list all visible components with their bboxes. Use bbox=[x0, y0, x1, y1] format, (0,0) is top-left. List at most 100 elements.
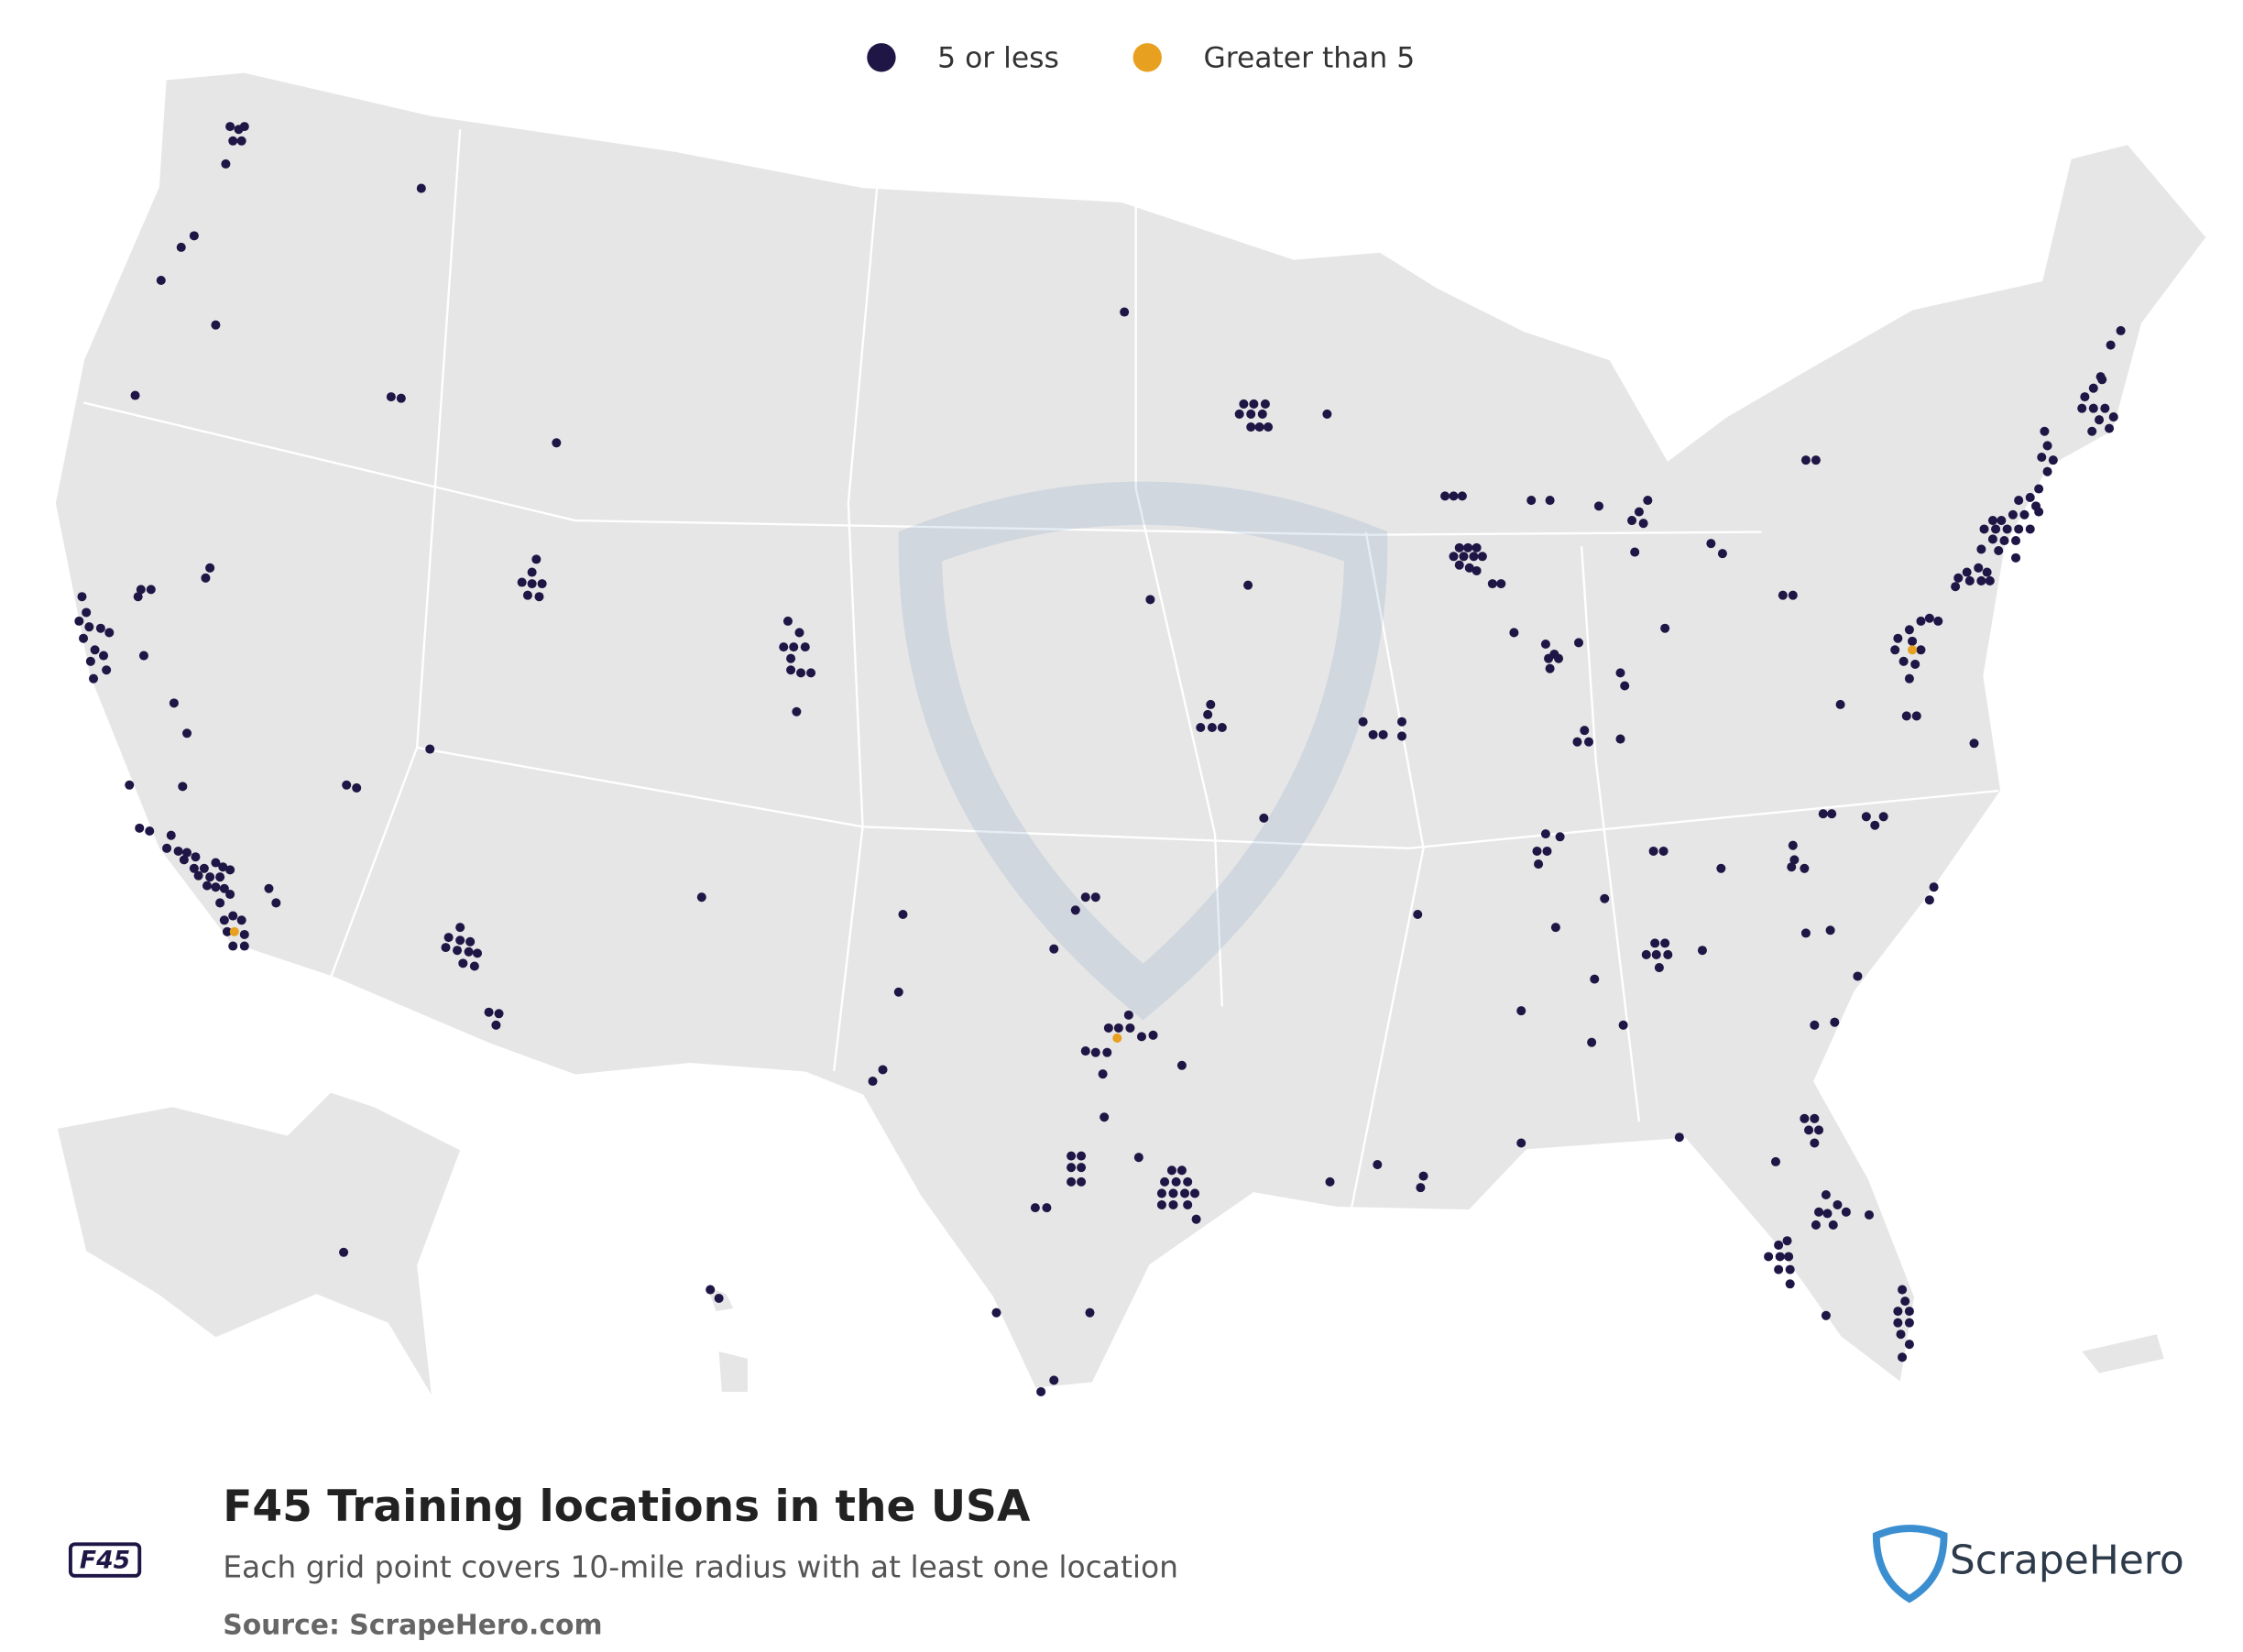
location-dot bbox=[1615, 668, 1625, 678]
location-dot bbox=[1534, 859, 1544, 870]
location-dot bbox=[714, 1293, 724, 1304]
location-dot bbox=[1908, 645, 1918, 655]
location-dot bbox=[1800, 863, 1810, 873]
location-dot bbox=[1509, 628, 1519, 638]
location-dot bbox=[1176, 1060, 1187, 1070]
location-dot bbox=[1593, 501, 1603, 511]
location-dot bbox=[1148, 1030, 1158, 1040]
location-dot bbox=[1544, 653, 1554, 663]
location-dot bbox=[464, 946, 474, 957]
location-dot bbox=[1964, 575, 1975, 585]
location-dot bbox=[218, 862, 228, 872]
location-dot bbox=[1325, 1176, 1335, 1187]
location-dot bbox=[1085, 1307, 1095, 1318]
location-dot bbox=[271, 898, 281, 908]
location-dot bbox=[211, 320, 221, 330]
location-dot bbox=[2025, 524, 2035, 534]
location-dot bbox=[1717, 549, 1727, 559]
location-dot bbox=[991, 1307, 1001, 1318]
location-dot bbox=[1962, 567, 1972, 577]
location-dot bbox=[2108, 412, 2118, 422]
location-dot bbox=[1770, 1156, 1781, 1166]
location-dot bbox=[222, 926, 232, 936]
location-dot bbox=[178, 782, 188, 792]
location-dot bbox=[465, 936, 476, 946]
location-dot bbox=[1810, 1020, 1820, 1030]
location-dot bbox=[189, 863, 199, 873]
location-dot bbox=[1168, 1199, 1178, 1210]
location-dot bbox=[1030, 1203, 1040, 1213]
location-dot bbox=[455, 923, 465, 933]
location-dot bbox=[1706, 539, 1716, 549]
location-dot bbox=[1246, 422, 1256, 432]
location-dot bbox=[1648, 846, 1658, 856]
location-dot bbox=[1789, 855, 1800, 865]
location-dot bbox=[1982, 567, 1992, 577]
location-dot bbox=[1924, 613, 1934, 623]
location-dot bbox=[1999, 535, 2009, 546]
location-dot bbox=[264, 883, 274, 893]
location-dot bbox=[236, 915, 246, 925]
location-dot bbox=[2100, 403, 2110, 413]
location-dot bbox=[1459, 552, 1469, 562]
location-dot bbox=[239, 941, 249, 951]
location-dot bbox=[1853, 971, 1863, 981]
footer: F45 F45 Training locations in the USA Ea… bbox=[68, 1482, 2184, 1641]
location-dot bbox=[162, 843, 172, 853]
location-dot bbox=[1864, 1209, 1875, 1220]
location-dot bbox=[1545, 496, 1555, 506]
location-dot bbox=[1145, 595, 1155, 605]
location-dot bbox=[1257, 409, 1267, 419]
location-dot bbox=[1893, 633, 1903, 643]
location-dot bbox=[1828, 1220, 1838, 1230]
location-dots bbox=[74, 122, 2126, 1396]
location-dot bbox=[74, 616, 84, 626]
location-dot bbox=[2025, 492, 2035, 502]
location-dot bbox=[1123, 1010, 1133, 1020]
location-dot bbox=[2011, 552, 2021, 563]
location-dot bbox=[342, 780, 352, 790]
location-dot bbox=[1454, 560, 1464, 570]
location-dot bbox=[1660, 938, 1670, 948]
location-dot bbox=[1587, 1037, 1597, 1047]
location-dot bbox=[2105, 423, 2115, 433]
location-dot bbox=[1627, 516, 1637, 526]
subtitle: Each grid point covers 10-mile radius wi… bbox=[223, 1548, 1178, 1584]
location-dot bbox=[1373, 1160, 1383, 1170]
location-dot bbox=[1080, 1046, 1090, 1056]
location-dot bbox=[1160, 1176, 1170, 1187]
location-dot bbox=[239, 929, 249, 939]
location-dot bbox=[491, 1020, 501, 1030]
location-dot bbox=[1697, 946, 1707, 956]
location-dot bbox=[1800, 455, 1811, 465]
location-dot bbox=[1976, 575, 1986, 585]
location-dot bbox=[1103, 1023, 1113, 1033]
location-dot bbox=[1788, 590, 1798, 600]
logo: F45 bbox=[80, 1547, 130, 1575]
location-dot bbox=[1893, 1307, 1903, 1317]
location-dot bbox=[136, 585, 146, 595]
location-dot bbox=[1080, 892, 1090, 903]
location-dot bbox=[1716, 863, 1726, 873]
location-dot bbox=[1929, 882, 1939, 892]
location-dot bbox=[1183, 1199, 1193, 1210]
state-borders bbox=[82, 129, 1999, 1209]
location-dot bbox=[1555, 832, 1565, 842]
location-dot bbox=[236, 136, 246, 146]
location-dot bbox=[1827, 809, 1837, 819]
location-dot bbox=[458, 958, 468, 968]
location-dot bbox=[1910, 659, 1920, 669]
location-dot bbox=[125, 780, 135, 790]
location-dot bbox=[893, 987, 903, 997]
location-dot bbox=[1540, 639, 1550, 650]
location-dot bbox=[1120, 307, 1130, 317]
location-dot bbox=[179, 855, 189, 865]
location-dot bbox=[1674, 1132, 1684, 1143]
location-dot bbox=[2116, 325, 2126, 335]
location-dot bbox=[1100, 1112, 1110, 1122]
location-dot bbox=[228, 136, 238, 146]
location-dot bbox=[1904, 1318, 1914, 1328]
location-dot bbox=[1469, 552, 1479, 562]
location-dot bbox=[156, 275, 166, 286]
location-dot bbox=[1264, 422, 1274, 432]
